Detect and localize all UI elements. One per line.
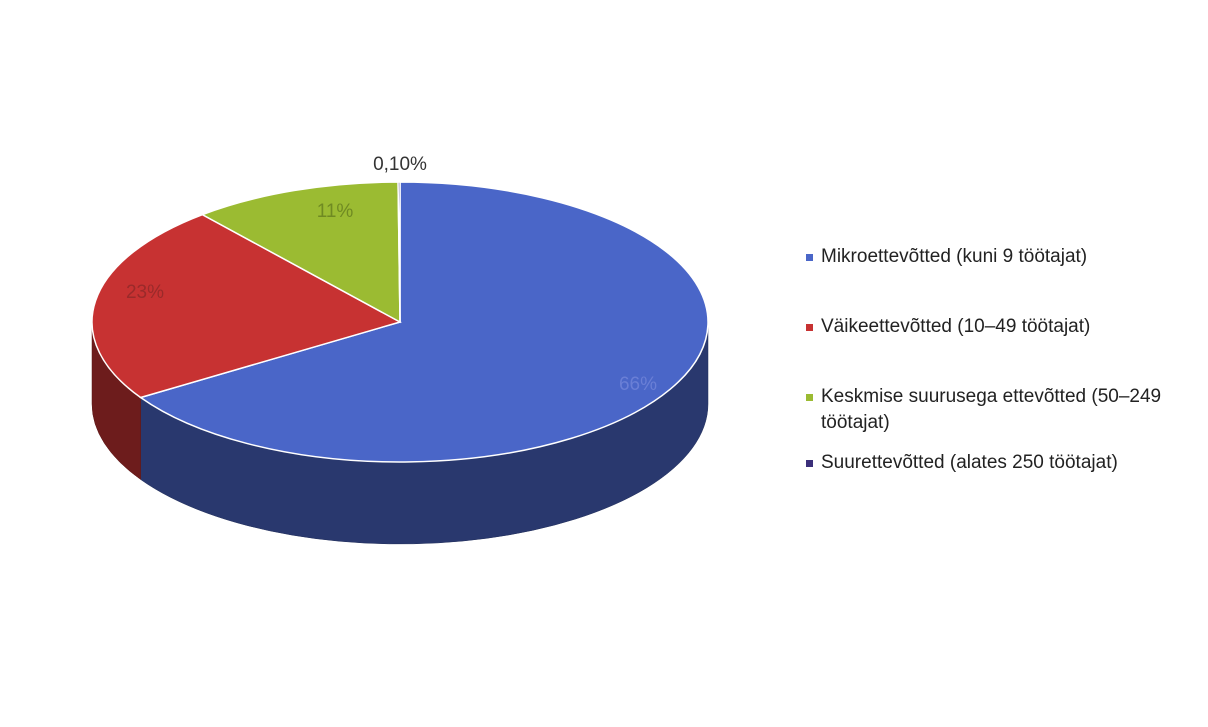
pie-top [91,181,709,463]
data-label-large: 0,10% [373,154,427,175]
legend-swatch-small [806,324,813,331]
legend-swatch-medium [806,394,813,401]
legend-swatch-micro [806,254,813,261]
legend-swatch-large [806,460,813,467]
legend-item-medium: Keskmise suurusega ettevõtted (50–249 tö… [806,384,1186,436]
pie-slice-medium [200,181,401,324]
legend-label-large: Suurettevõtted (alates 250 töötajat) [821,452,1118,473]
legend-item-small: Väikeettevõtted (10–49 töötajat) [806,314,1186,340]
pie-slice-large [397,181,401,323]
data-label-medium: 11% [317,201,354,222]
legend-label-small: Väikeettevõtted (10–49 töötajat) [821,316,1091,337]
chart-legend: Mikroettevõtted (kuni 9 töötajat) Väikee… [806,244,1186,476]
data-label-micro: 66% [619,374,657,395]
legend-item-micro: Mikroettevõtted (kuni 9 töötajat) [806,244,1186,270]
pie-slice-small [91,213,402,399]
data-label-small: 23% [126,282,164,303]
pie-slice-micro [138,181,709,463]
legend-label-micro: Mikroettevõtted (kuni 9 töötajat) [821,246,1088,267]
legend-label-medium: Keskmise suurusega ettevõtted (50–249 tö… [821,386,1162,433]
legend-item-large: Suurettevõtted (alates 250 töötajat) [806,450,1186,476]
